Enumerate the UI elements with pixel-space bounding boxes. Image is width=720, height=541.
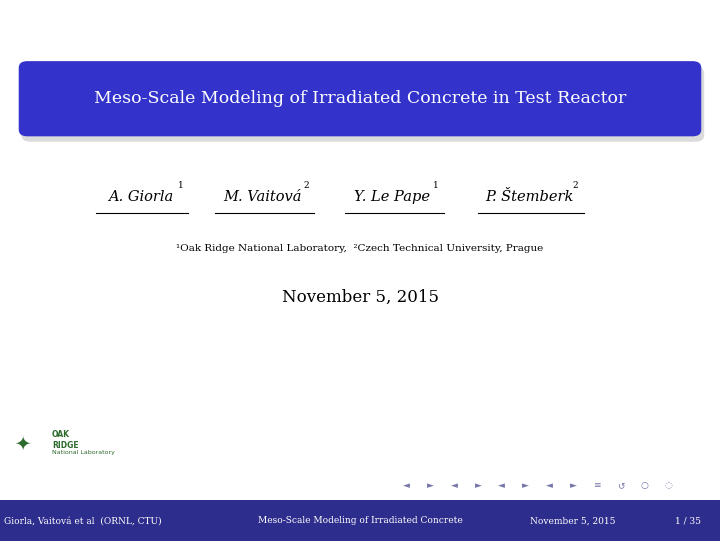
Text: M. Vaitová: M. Vaitová bbox=[223, 190, 302, 204]
Text: November 5, 2015: November 5, 2015 bbox=[282, 289, 438, 306]
Text: ✦: ✦ bbox=[14, 434, 31, 453]
Text: Meso-Scale Modeling of Irradiated Concrete: Meso-Scale Modeling of Irradiated Concre… bbox=[258, 516, 462, 525]
Text: ►: ► bbox=[522, 481, 529, 490]
Text: ◌: ◌ bbox=[665, 481, 672, 490]
Text: 1: 1 bbox=[178, 181, 183, 190]
Text: ◄: ◄ bbox=[498, 481, 505, 490]
FancyBboxPatch shape bbox=[19, 61, 701, 136]
Text: ►: ► bbox=[570, 481, 577, 490]
Text: ↺: ↺ bbox=[617, 481, 624, 490]
Text: 1: 1 bbox=[433, 181, 438, 190]
Text: National Laboratory: National Laboratory bbox=[52, 450, 114, 456]
Text: A. Giorla: A. Giorla bbox=[108, 190, 173, 204]
Text: ►: ► bbox=[427, 481, 434, 490]
Text: ≡: ≡ bbox=[593, 481, 600, 490]
Text: 2: 2 bbox=[303, 181, 309, 190]
Bar bbox=[0, 500, 720, 541]
Text: 2: 2 bbox=[573, 181, 578, 190]
Text: Meso-Scale Modeling of Irradiated Concrete in Test Reactor: Meso-Scale Modeling of Irradiated Concre… bbox=[94, 90, 626, 107]
Text: November 5, 2015: November 5, 2015 bbox=[530, 516, 615, 525]
Text: Giorla, Vaitová et al  (ORNL, CTU): Giorla, Vaitová et al (ORNL, CTU) bbox=[4, 516, 161, 525]
Text: ¹Oak Ridge National Laboratory,  ²Czech Technical University, Prague: ¹Oak Ridge National Laboratory, ²Czech T… bbox=[176, 245, 544, 253]
Text: OAK
RIDGE: OAK RIDGE bbox=[52, 430, 78, 450]
FancyBboxPatch shape bbox=[22, 67, 704, 142]
Text: ►: ► bbox=[474, 481, 482, 490]
Text: ◄: ◄ bbox=[403, 481, 410, 490]
Text: ◄: ◄ bbox=[546, 481, 553, 490]
Text: P. Štemberk: P. Štemberk bbox=[485, 190, 573, 204]
Text: ○: ○ bbox=[641, 481, 648, 490]
Text: Y. Le Pape: Y. Le Pape bbox=[354, 190, 431, 204]
Text: 1 / 35: 1 / 35 bbox=[675, 516, 701, 525]
Text: ◄: ◄ bbox=[451, 481, 458, 490]
